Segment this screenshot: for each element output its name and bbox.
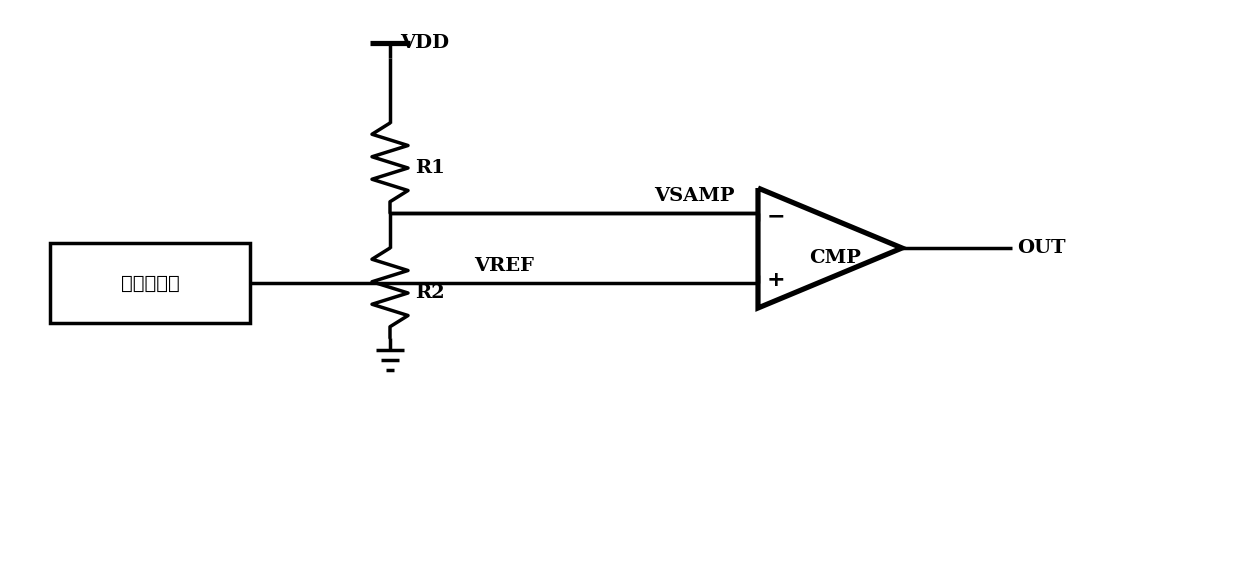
Text: R1: R1: [415, 159, 445, 177]
FancyBboxPatch shape: [50, 243, 250, 323]
Text: R2: R2: [415, 284, 445, 302]
Text: CMP: CMP: [808, 249, 861, 267]
Text: VDD: VDD: [401, 34, 449, 52]
Text: VREF: VREF: [474, 257, 534, 275]
Text: +: +: [766, 270, 785, 290]
Text: VSAMP: VSAMP: [653, 187, 734, 205]
Text: OUT: OUT: [1017, 239, 1065, 257]
Text: 带隙基准源: 带隙基准源: [120, 273, 180, 292]
Text: −: −: [766, 206, 785, 226]
